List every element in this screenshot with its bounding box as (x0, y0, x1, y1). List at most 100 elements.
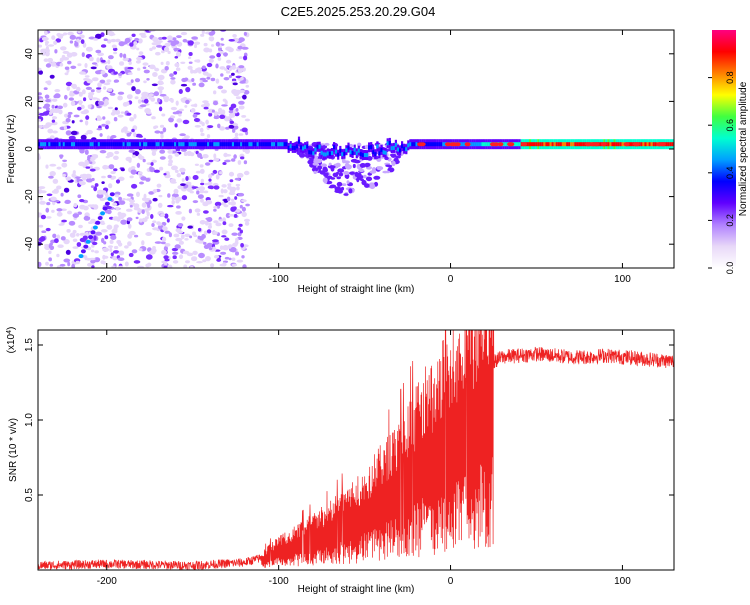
noise-speckle (175, 200, 180, 204)
carrier-core (211, 142, 214, 147)
noise-speckle (206, 229, 212, 234)
noise-speckle (63, 187, 70, 193)
colorbar: 0.0 0.2 0.4 0.6 0.8 Normalized spectral ampl… (708, 30, 749, 274)
noise-speckle (199, 164, 204, 168)
noise-speckle (208, 159, 214, 163)
noise-speckle (231, 112, 236, 118)
noise-speckle (154, 125, 159, 129)
noise-speckle (47, 128, 54, 134)
noise-speckle (171, 193, 179, 198)
carrier-core (646, 142, 649, 147)
carrier-core (316, 144, 319, 149)
dip-speckle (356, 176, 360, 183)
noise-speckle (113, 224, 119, 229)
noise-speckle (77, 30, 82, 34)
noise-speckle (185, 260, 190, 264)
noise-speckle (233, 154, 237, 159)
noise-speckle (107, 106, 113, 110)
carrier-core (271, 142, 274, 147)
noise-speckle (178, 89, 183, 94)
carrier-core (108, 142, 111, 147)
noise-speckle (237, 232, 242, 237)
noise-speckle (69, 40, 74, 44)
noise-speckle (53, 188, 59, 194)
carrier-core (110, 142, 113, 147)
noise-speckle (45, 99, 51, 103)
noise-speckle (159, 124, 165, 128)
noise-speckle (122, 57, 129, 62)
noise-speckle (79, 204, 86, 210)
noise-speckle (163, 245, 168, 252)
noise-speckle (160, 61, 164, 65)
noise-speckle (179, 133, 186, 137)
noise-speckle (194, 208, 201, 213)
noise-speckle (102, 254, 106, 260)
carrier-core (66, 142, 70, 147)
noise-speckle (241, 115, 247, 118)
carrier-core (223, 142, 226, 147)
noise-speckle (136, 56, 143, 61)
dip-speckle (367, 156, 373, 161)
noise-speckle (195, 68, 198, 73)
carrier-core (163, 142, 166, 147)
noise-speckle (228, 223, 234, 228)
noise-speckle (202, 259, 207, 263)
carrier-core (85, 142, 88, 147)
noise-speckle (243, 170, 250, 176)
noise-speckle (156, 183, 162, 188)
noise-speckle (171, 196, 176, 201)
noise-speckle (172, 260, 179, 264)
noise-speckle (172, 40, 180, 45)
noise-speckle (112, 256, 118, 261)
dip-speckle (350, 158, 358, 163)
carrier-core (324, 152, 327, 157)
noise-speckle (151, 83, 158, 87)
noise-speckle (117, 91, 125, 95)
noise-speckle (201, 30, 205, 35)
noise-speckle (244, 148, 250, 154)
noise-speckle (78, 161, 86, 167)
carrier-core (644, 142, 647, 147)
noise-speckle (56, 185, 62, 190)
noise-speckle (54, 238, 59, 244)
noise-speckle (127, 241, 132, 247)
noise-speckle (238, 105, 245, 110)
noise-speckle (142, 62, 149, 66)
noise-speckle (104, 124, 109, 130)
noise-speckle (110, 170, 116, 175)
carrier-core (386, 141, 389, 146)
carrier-core (297, 139, 301, 144)
carrier-core (611, 142, 614, 147)
noise-speckle (81, 52, 85, 57)
noise-speckle (95, 231, 102, 236)
noise-speckle (60, 236, 66, 241)
carrier-core (81, 142, 84, 147)
carrier-core (407, 143, 410, 148)
noise-speckle (172, 255, 177, 260)
noise-speckle (124, 245, 129, 249)
noise-speckle (222, 162, 227, 165)
noise-speckle (222, 262, 227, 267)
noise-speckle (99, 197, 106, 202)
carrier-core (378, 151, 381, 156)
carrier-core (182, 142, 185, 147)
carrier-core (149, 142, 152, 147)
noise-speckle (117, 242, 123, 247)
noise-speckle (88, 93, 93, 99)
dip-speckle (336, 171, 339, 175)
carrier-core (553, 142, 556, 147)
carrier-core (345, 148, 348, 153)
noise-speckle (167, 204, 174, 208)
noise-speckle (204, 220, 209, 226)
noise-speckle (89, 161, 93, 164)
noise-speckle (241, 255, 245, 259)
streak-blob (104, 201, 110, 206)
noise-speckle (234, 132, 239, 137)
carrier-core (528, 142, 532, 147)
noise-speckle (107, 245, 114, 249)
noise-speckle (38, 224, 44, 228)
noise-speckle (170, 181, 177, 184)
carrier-core (60, 142, 63, 147)
noise-speckle (208, 173, 213, 179)
carrier-core (349, 150, 352, 155)
